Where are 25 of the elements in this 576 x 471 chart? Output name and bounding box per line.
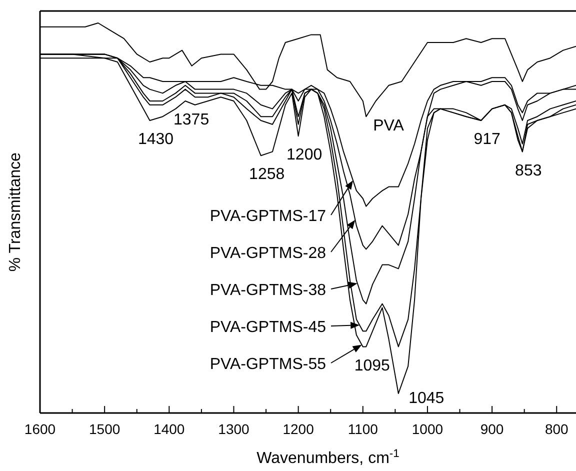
x-tick-label: 1400 [154, 421, 185, 437]
x-tick-label: 1100 [348, 421, 378, 437]
annotation: 1430 [138, 131, 174, 148]
series-label: PVA [373, 118, 404, 135]
annotation: 1045 [408, 390, 444, 408]
x-tick-label: 1600 [24, 421, 56, 437]
y-axis-title: % Transmittance [7, 152, 24, 272]
annotation: 1375 [174, 112, 210, 129]
x-tick-label: 1000 [412, 421, 444, 437]
annotation: 1200 [286, 146, 322, 164]
x-tick-label: 1500 [89, 421, 120, 437]
legend-label: PVA-GPTMS-55 [210, 356, 326, 373]
annotation: 1258 [249, 166, 285, 184]
legend-label: PVA-GPTMS-38 [210, 282, 326, 299]
x-tick-label: 1200 [282, 421, 314, 437]
annotation: 853 [515, 162, 542, 180]
legend-label: PVA-GPTMS-45 [210, 319, 326, 336]
text: PVA-GPTMS-28 [210, 245, 326, 262]
x-axis-title: Wavenumbers, cm$^{-1}$ [256, 448, 400, 467]
x-tick-label: 900 [480, 421, 504, 437]
annotation: 1095 [354, 357, 390, 374]
x-tick-label: 800 [544, 421, 569, 437]
legend-label: PVA-GPTMS-17 [210, 208, 326, 225]
annotation: 917 [474, 131, 501, 148]
x-tick-label: 1300 [218, 421, 250, 437]
